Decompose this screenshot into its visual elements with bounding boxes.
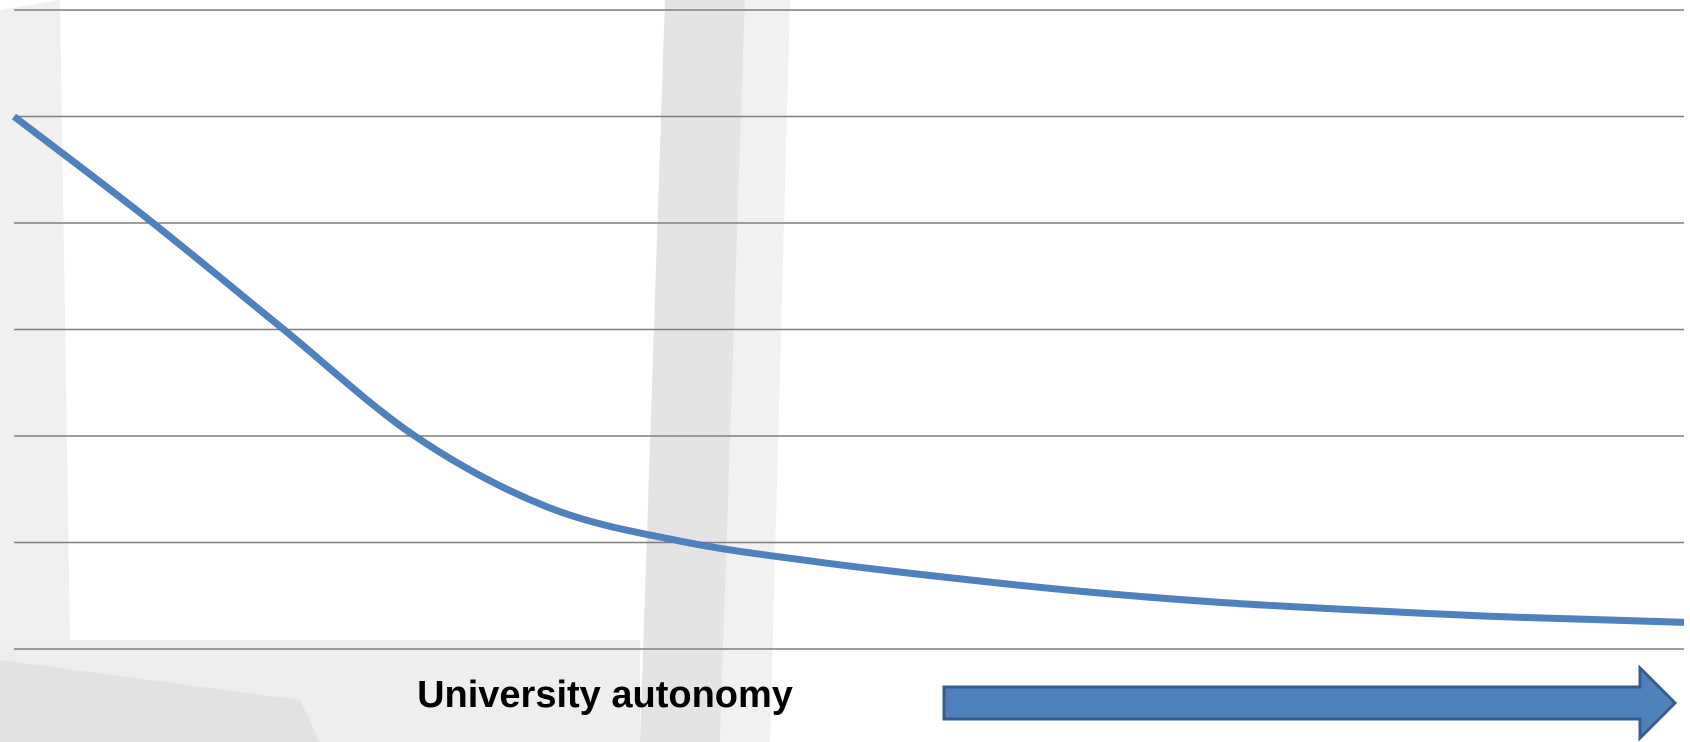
gridlines bbox=[14, 9, 1684, 650]
series-line bbox=[11, 113, 1685, 626]
x-axis-label: University autonomy bbox=[417, 674, 793, 716]
bg-frame-center-bar bbox=[640, 0, 745, 742]
bg-frame-bottom-left-shade bbox=[0, 660, 320, 742]
bg-frame-left-panel bbox=[0, 0, 70, 652]
right-arrow-icon bbox=[942, 664, 1678, 742]
